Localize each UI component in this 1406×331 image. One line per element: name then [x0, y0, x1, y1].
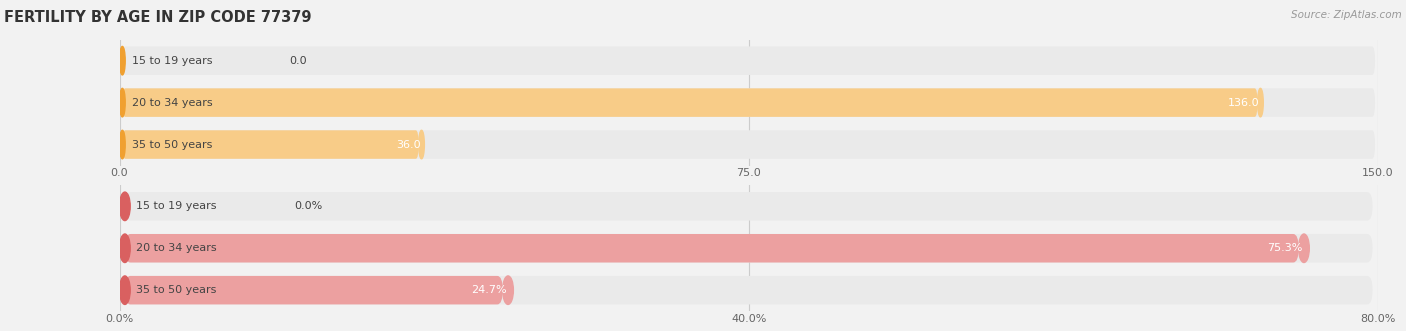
Circle shape: [120, 130, 125, 159]
Circle shape: [120, 276, 131, 305]
FancyBboxPatch shape: [122, 130, 1375, 159]
FancyBboxPatch shape: [125, 276, 503, 305]
Circle shape: [120, 88, 125, 117]
Circle shape: [120, 192, 131, 220]
FancyBboxPatch shape: [125, 276, 1372, 305]
FancyBboxPatch shape: [125, 234, 1372, 262]
Text: 0.0%: 0.0%: [294, 201, 322, 211]
Text: 15 to 19 years: 15 to 19 years: [136, 201, 217, 211]
FancyBboxPatch shape: [122, 88, 1257, 117]
Text: 35 to 50 years: 35 to 50 years: [136, 285, 217, 295]
Circle shape: [419, 130, 425, 159]
FancyBboxPatch shape: [122, 130, 419, 159]
Text: 75.3%: 75.3%: [1267, 243, 1302, 253]
Text: 15 to 19 years: 15 to 19 years: [132, 56, 212, 66]
Text: 35 to 50 years: 35 to 50 years: [132, 140, 212, 150]
FancyBboxPatch shape: [125, 192, 1372, 220]
Text: Source: ZipAtlas.com: Source: ZipAtlas.com: [1291, 10, 1402, 20]
Text: 136.0: 136.0: [1227, 98, 1260, 108]
Text: FERTILITY BY AGE IN ZIP CODE 77379: FERTILITY BY AGE IN ZIP CODE 77379: [4, 10, 312, 25]
FancyBboxPatch shape: [122, 88, 1375, 117]
Text: 0.0: 0.0: [288, 56, 307, 66]
Circle shape: [1299, 234, 1309, 262]
Circle shape: [120, 234, 131, 262]
Circle shape: [503, 276, 513, 305]
Text: 20 to 34 years: 20 to 34 years: [132, 98, 212, 108]
Text: 36.0: 36.0: [396, 140, 420, 150]
Text: 20 to 34 years: 20 to 34 years: [136, 243, 217, 253]
FancyBboxPatch shape: [125, 234, 1299, 262]
Circle shape: [1257, 88, 1263, 117]
FancyBboxPatch shape: [122, 46, 1375, 75]
Circle shape: [120, 46, 125, 75]
Text: 24.7%: 24.7%: [471, 285, 506, 295]
